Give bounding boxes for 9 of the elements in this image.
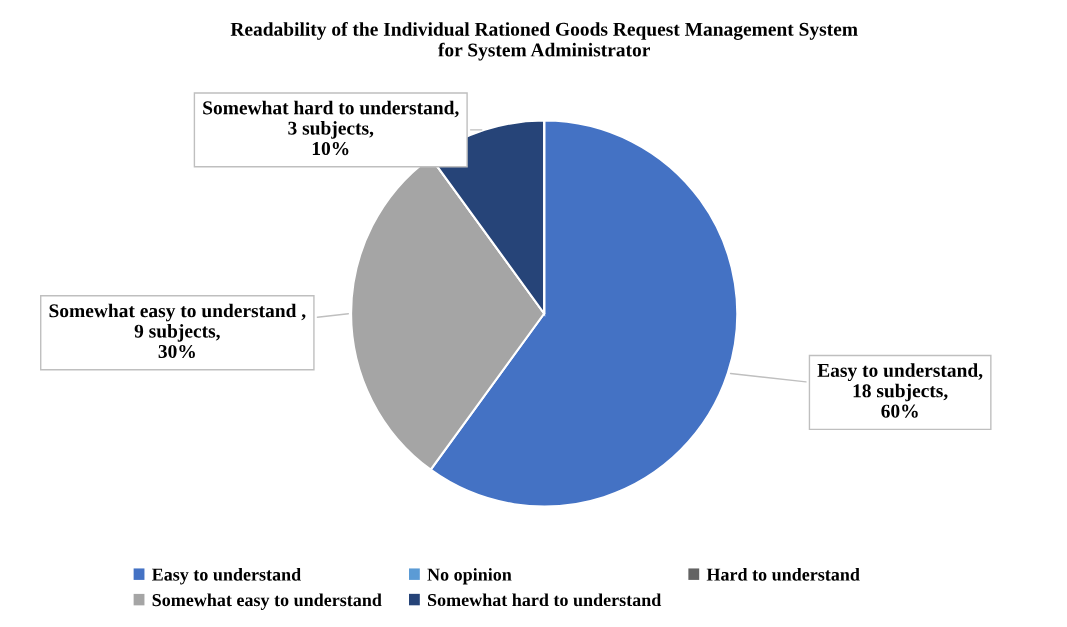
legend-label: Easy to understand bbox=[151, 568, 301, 585]
legend-label: Hard to understand bbox=[706, 568, 860, 581]
data-label: Somewhat easy to understand , 9 subjects, 30% bbox=[49, 303, 306, 359]
data-label: Easy to understand, 18 subjects, 60% bbox=[817, 363, 983, 418]
data-label: Somewhat hard to understand, 3 subjects, 10% bbox=[203, 100, 459, 156]
legend-label: Somewhat easy to understand bbox=[152, 593, 382, 610]
legend-label: No opinion bbox=[427, 568, 512, 585]
chart-title: Readability of the Individual Rationed Goods Request Management System for System Administrator bbox=[230, 21, 858, 61]
legend-label: Somewhat hard to understand bbox=[428, 593, 662, 607]
